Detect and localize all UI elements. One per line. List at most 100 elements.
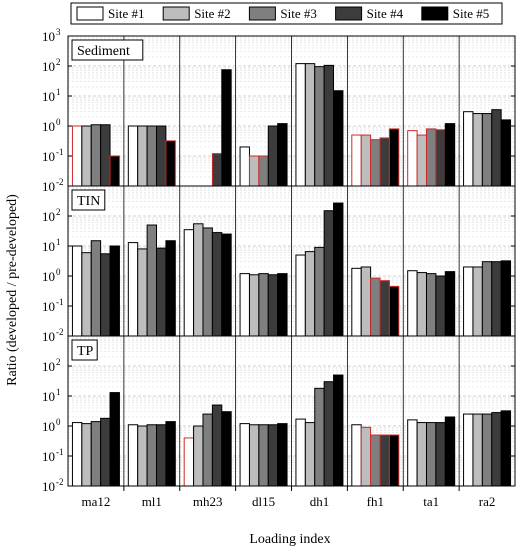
- bar-tp-ml1-site4: [156, 424, 167, 487]
- bar-tp-ta1-site5: [444, 416, 456, 487]
- y-tick-label: 10: [42, 329, 55, 344]
- bar-sediment-ta1-site2: [416, 134, 427, 187]
- y-tick-exponent: -2: [56, 477, 64, 487]
- y-tick-exponent: 0: [56, 267, 61, 277]
- bar-sediment-ra2-site3: [481, 113, 493, 187]
- y-tick-exponent: 1: [56, 387, 61, 397]
- y-tick-label: 10: [42, 419, 55, 434]
- bar-sediment-ml1-site4: [156, 125, 167, 187]
- bar-tin-dl15-site3: [258, 273, 269, 337]
- y-tick-exponent: 2: [56, 57, 61, 67]
- bar-tin-ra2-site1: [463, 266, 474, 337]
- bar-tin-ma12-site2: [81, 252, 92, 337]
- bar-sediment-ma12-site1: [71, 125, 83, 187]
- y-tick-exponent: 2: [56, 357, 61, 367]
- bar-tp-ma12-site3: [90, 421, 102, 487]
- y-tick-exponent: -1: [56, 147, 64, 157]
- x-axis-label: Loading index: [249, 532, 330, 547]
- bar-sediment-dl15-site5: [277, 123, 288, 187]
- y-tick-label: 10: [42, 359, 55, 374]
- bar-tp-ta1-site1: [407, 419, 418, 487]
- bar-sediment-ra2-site5: [500, 119, 512, 187]
- y-tick-label: 10: [42, 149, 55, 164]
- panel-label-box: [71, 189, 106, 211]
- bar-tp-ra2-site4: [491, 412, 502, 487]
- bar-tin-ma12-site4: [100, 253, 111, 337]
- bar-tin-fh1-site3: [370, 277, 381, 337]
- bar-tin-ta1-site3: [425, 273, 437, 337]
- bar-tin-dl15-site2: [248, 274, 260, 337]
- bar-sediment-fh1-site3: [370, 139, 381, 187]
- y-tick-label: 10: [42, 59, 55, 74]
- bar-tp-fh1-site5: [388, 434, 400, 487]
- panel-label-box: [71, 39, 144, 61]
- bar-sediment-ta1-site5: [444, 123, 456, 187]
- bar-sediment-dl15-site1: [239, 146, 250, 187]
- bar-tp-dh1-site3: [314, 387, 325, 487]
- bar-sediment-ma12-site5: [109, 155, 120, 187]
- bar-tp-dl15-site2: [248, 424, 260, 487]
- bar-tin-dl15-site4: [267, 274, 279, 337]
- bar-tp-dl15-site3: [258, 424, 269, 487]
- bar-tp-dh1-site4: [323, 381, 335, 487]
- y-tick-label: 10: [42, 479, 55, 494]
- bar-tp-ta1-site4: [435, 422, 446, 487]
- x-tick-label-ta1: ta1: [423, 494, 439, 509]
- bar-tin-dl15-site1: [239, 273, 250, 337]
- bar-tp-dl15-site5: [277, 423, 288, 487]
- bar-sediment-ta1-site1: [407, 130, 418, 187]
- bar-tp-ml1-site1: [127, 424, 139, 487]
- bar-tin-ma12-site1: [71, 245, 83, 337]
- bar-tin-dh1-site1: [295, 254, 306, 337]
- y-tick-label: 10: [42, 389, 55, 404]
- bar-tin-ta1-site2: [416, 272, 427, 337]
- y-tick-label: 10: [42, 239, 55, 254]
- bar-tp-ml1-site2: [137, 425, 148, 487]
- legend-swatch-site2: [162, 6, 190, 21]
- y-tick-label: 10: [42, 449, 55, 464]
- y-tick-exponent: 3: [56, 27, 61, 37]
- bar-sediment-dl15-site4: [267, 125, 279, 187]
- y-tick-exponent: -1: [56, 447, 64, 457]
- bar-sediment-dh1-site4: [323, 64, 335, 187]
- y-tick-label: 10: [42, 209, 55, 224]
- bar-tp-ma12-site2: [81, 423, 92, 487]
- bar-tin-ma12-site3: [90, 240, 102, 337]
- bar-sediment-dl15-site3: [258, 155, 269, 187]
- bar-tin-mh23-site4: [211, 232, 223, 337]
- bar-sediment-ra2-site2: [472, 113, 483, 187]
- bar-tp-ma12-site4: [100, 417, 111, 487]
- bar-tin-dh1-site5: [333, 202, 344, 337]
- panel-label: TP: [77, 344, 94, 359]
- bar-tp-ta1-site3: [425, 422, 437, 487]
- y-tick-exponent: 0: [56, 417, 61, 427]
- bar-tin-ta1-site4: [435, 275, 446, 337]
- y-tick-exponent: 2: [56, 207, 61, 217]
- y-tick-label: 10: [42, 119, 55, 134]
- bar-tin-fh1-site1: [351, 267, 362, 337]
- bar-sediment-ml1-site1: [127, 125, 139, 187]
- bar-tp-ml1-site5: [165, 421, 176, 487]
- bar-tp-mh23-site5: [221, 411, 232, 487]
- bar-tp-ra2-site3: [481, 413, 493, 487]
- bar-tin-ml1-site1: [127, 242, 139, 337]
- bar-tin-ml1-site3: [146, 224, 158, 337]
- bar-tin-ta1-site5: [444, 271, 456, 337]
- bar-tp-ra2-site2: [472, 413, 483, 487]
- bar-sediment-ma12-site4: [100, 124, 111, 187]
- legend-label-site2: Site #2: [194, 6, 230, 21]
- bar-sediment-fh1-site2: [360, 134, 372, 187]
- y-tick-exponent: -2: [56, 327, 64, 337]
- x-axis: ma12 ml1 mh23 dl15 dh1 fh1 ta1 ra2: [81, 486, 495, 509]
- bar-sediment-ml1-site2: [137, 125, 148, 187]
- panel-label-box: [71, 339, 98, 361]
- panel-label: TIN: [77, 194, 100, 209]
- bar-sediment-ra2-site4: [491, 109, 502, 187]
- bar-tp-fh1-site3: [370, 434, 381, 487]
- y-axis-label: Ratio (developed / pre-developed): [5, 194, 20, 386]
- bar-tp-mh23-site2: [193, 425, 204, 487]
- bar-sediment-ta1-site3: [425, 128, 437, 187]
- bar-tp-ra2-site5: [500, 410, 512, 487]
- bar-sediment-dh1-site2: [304, 63, 316, 187]
